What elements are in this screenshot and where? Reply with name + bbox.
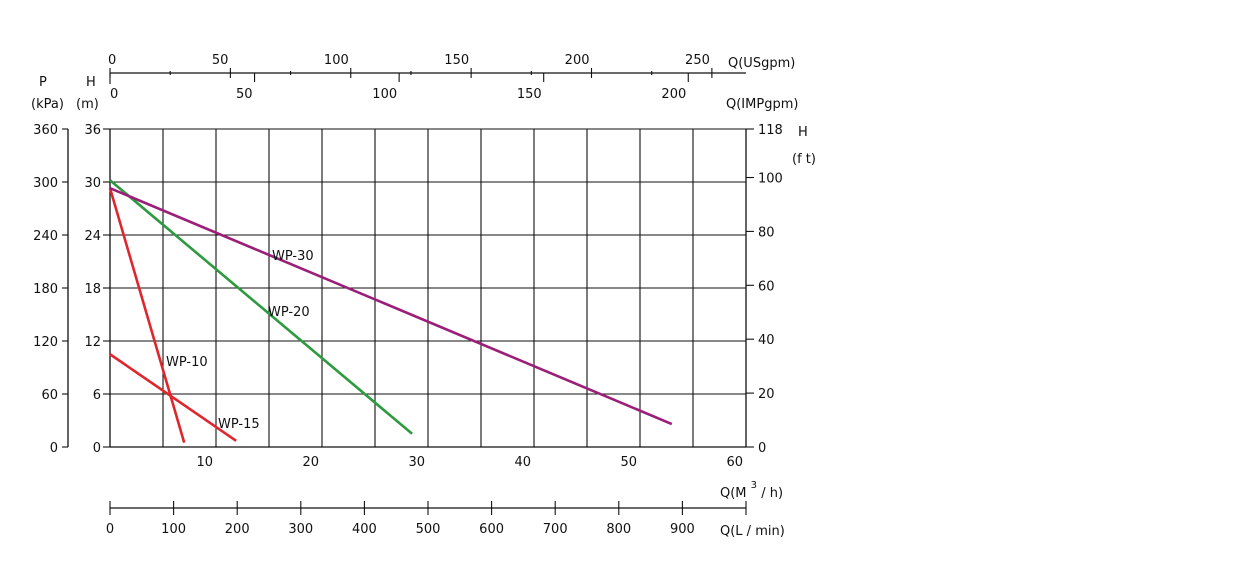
head-ft-axis-unit: (f t) bbox=[792, 152, 816, 167]
series-label-wp-30: WP-30 bbox=[272, 249, 314, 264]
head-m-tick-label: 36 bbox=[84, 123, 101, 138]
series-line-wp-30 bbox=[109, 186, 673, 426]
pressure-tick-label: 180 bbox=[33, 282, 58, 297]
x-axis-label-base: Q(M bbox=[720, 486, 747, 501]
series-line-wp-15 bbox=[109, 353, 237, 442]
head-m-tick-label: 0 bbox=[93, 441, 101, 456]
series-line-wp-10 bbox=[108, 187, 186, 443]
pressure-tick-label: 0 bbox=[50, 441, 58, 456]
head-ft-axis-title: H bbox=[798, 125, 808, 140]
usgpm-tick-label: 0 bbox=[108, 53, 116, 68]
usgpm-tick-label: 200 bbox=[565, 53, 590, 68]
pressure-axis-title: P bbox=[39, 75, 47, 90]
head-m-axis: 0 6 12 18 24 30 36 bbox=[84, 123, 110, 456]
head-m-axis-title: H bbox=[86, 75, 96, 90]
head-ft-tick-label: 118 bbox=[758, 123, 783, 138]
x-axis-label-superscript: 3 bbox=[751, 480, 757, 491]
lmin-tick-label: 700 bbox=[543, 522, 568, 537]
x-axis-label: Q(M 3 / h) bbox=[720, 477, 783, 501]
lmin-tick-label: 300 bbox=[288, 522, 313, 537]
impgpm-axis-label: Q(IMPgpm) bbox=[726, 97, 798, 112]
lmin-tick-label: 400 bbox=[352, 522, 377, 537]
head-m-tick-label: 30 bbox=[84, 176, 101, 191]
x-tick-label: 30 bbox=[408, 455, 425, 470]
impgpm-tick-label: 100 bbox=[372, 87, 397, 102]
series-labels: WP-10 WP-15 WP-20 WP-30 bbox=[166, 249, 314, 432]
head-ft-tick-label: 20 bbox=[758, 387, 775, 402]
lmin-tick-label: 800 bbox=[606, 522, 631, 537]
x-tick-label: 10 bbox=[196, 455, 213, 470]
pressure-axis-unit: (kPa) bbox=[31, 97, 64, 112]
head-ft-tick-label: 60 bbox=[758, 279, 775, 294]
head-m-axis-unit: (m) bbox=[76, 97, 99, 112]
pressure-tick-label: 60 bbox=[41, 388, 58, 403]
x-axis: Q(M 3 / h) 10 20 30 40 50 60 bbox=[196, 455, 783, 501]
lmin-tick-label: 0 bbox=[106, 522, 114, 537]
series-label-wp-15: WP-15 bbox=[218, 417, 260, 432]
x-tick-label: 60 bbox=[726, 455, 743, 470]
lmin-tick-label: 500 bbox=[416, 522, 441, 537]
pressure-tick-label: 240 bbox=[33, 229, 58, 244]
head-ft-tick-label: 100 bbox=[758, 172, 783, 187]
series-line-wp-20 bbox=[109, 179, 413, 435]
series-group bbox=[108, 179, 673, 443]
head-m-tick-label: 18 bbox=[84, 282, 101, 297]
x-tick-label: 50 bbox=[620, 455, 637, 470]
usgpm-tick-label: 250 bbox=[685, 53, 710, 68]
impgpm-tick-label: 0 bbox=[110, 87, 118, 102]
pressure-axis: 0 60 120 180 240 300 360 bbox=[33, 123, 69, 456]
pressure-tick-label: 300 bbox=[33, 176, 58, 191]
head-ft-tick-label: 0 bbox=[758, 441, 766, 456]
impgpm-axis: Q(IMPgpm) 0 50 100 150 200 bbox=[109, 73, 798, 112]
impgpm-tick-label: 150 bbox=[517, 87, 542, 102]
usgpm-axis-label: Q(USgpm) bbox=[728, 56, 795, 71]
usgpm-tick-label: 100 bbox=[324, 53, 349, 68]
head-m-tick-label: 12 bbox=[84, 335, 101, 350]
lmin-tick-label: 100 bbox=[161, 522, 186, 537]
impgpm-tick-label: 200 bbox=[661, 87, 686, 102]
x-axis-label-tail: / h) bbox=[761, 486, 783, 501]
x-tick-label: 20 bbox=[302, 455, 319, 470]
usgpm-tick-label: 150 bbox=[444, 53, 469, 68]
usgpm-axis: Q(USgpm) 0 50 100 150 200 250 bbox=[108, 53, 795, 78]
lmin-tick-label: 900 bbox=[670, 522, 695, 537]
impgpm-tick-label: 50 bbox=[236, 87, 253, 102]
series-label-wp-10: WP-10 bbox=[166, 355, 208, 370]
head-m-tick-label: 24 bbox=[84, 229, 101, 244]
lmin-axis: Q(L / min) 0 100 200 300 400 500 600 700 800 900 bbox=[106, 501, 785, 539]
x-tick-label: 40 bbox=[514, 455, 531, 470]
lmin-tick-label: 200 bbox=[225, 522, 250, 537]
lmin-tick-label: 600 bbox=[479, 522, 504, 537]
pressure-tick-label: 120 bbox=[33, 335, 58, 350]
head-ft-tick-label: 40 bbox=[758, 333, 775, 348]
usgpm-tick-label: 50 bbox=[212, 53, 229, 68]
head-m-tick-label: 6 bbox=[93, 388, 101, 403]
head-ft-tick-label: 80 bbox=[758, 225, 775, 240]
lmin-axis-label: Q(L / min) bbox=[720, 524, 785, 539]
pressure-tick-label: 360 bbox=[33, 123, 58, 138]
series-label-wp-20: WP-20 bbox=[268, 305, 310, 320]
head-ft-axis: 0 20 40 60 80 100 118 bbox=[746, 123, 783, 456]
plot-grid bbox=[109, 128, 747, 448]
